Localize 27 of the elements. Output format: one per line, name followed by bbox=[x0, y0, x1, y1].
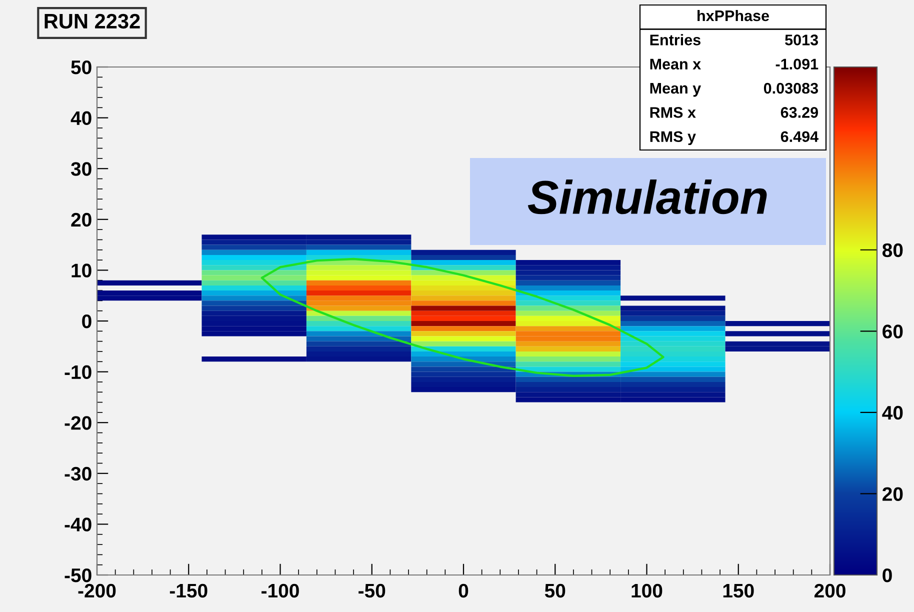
x-tick-label: 150 bbox=[723, 584, 754, 598]
y-tick-label: 50 bbox=[71, 60, 92, 74]
x-tick-label: 50 bbox=[544, 584, 566, 598]
x-tick-label: -200 bbox=[78, 584, 116, 598]
x-tick-label: -100 bbox=[262, 584, 299, 598]
color-bar-label: 40 bbox=[882, 406, 903, 420]
x-tick-label: 200 bbox=[814, 584, 846, 598]
color-bar-label: 80 bbox=[882, 243, 903, 258]
y-tick-label: 30 bbox=[70, 162, 92, 176]
color-bar-label: 20 bbox=[882, 487, 903, 501]
x-tick-label: -150 bbox=[170, 584, 208, 598]
y-tick-label: 40 bbox=[70, 111, 92, 126]
color-bar-label: 0 bbox=[882, 568, 892, 582]
x-tick-label: 100 bbox=[632, 584, 662, 598]
y-tick-label: 10 bbox=[72, 264, 92, 278]
x-tick-label: 0 bbox=[458, 584, 468, 598]
y-tick-label: -40 bbox=[64, 518, 92, 532]
y-tick-label: -30 bbox=[64, 466, 92, 481]
color-bar-label: 60 bbox=[882, 324, 903, 338]
y-tick-label: -50 bbox=[64, 568, 92, 582]
chart-title: RUN 2232 bbox=[44, 14, 140, 29]
y-tick-label: -20 bbox=[64, 416, 92, 430]
x-tick-label: -50 bbox=[358, 584, 386, 598]
y-tick-label: 0 bbox=[82, 314, 92, 328]
annotation: Simulation bbox=[528, 179, 767, 214]
y-tick-label: 20 bbox=[71, 212, 92, 227]
y-tick-label: -10 bbox=[64, 365, 92, 380]
